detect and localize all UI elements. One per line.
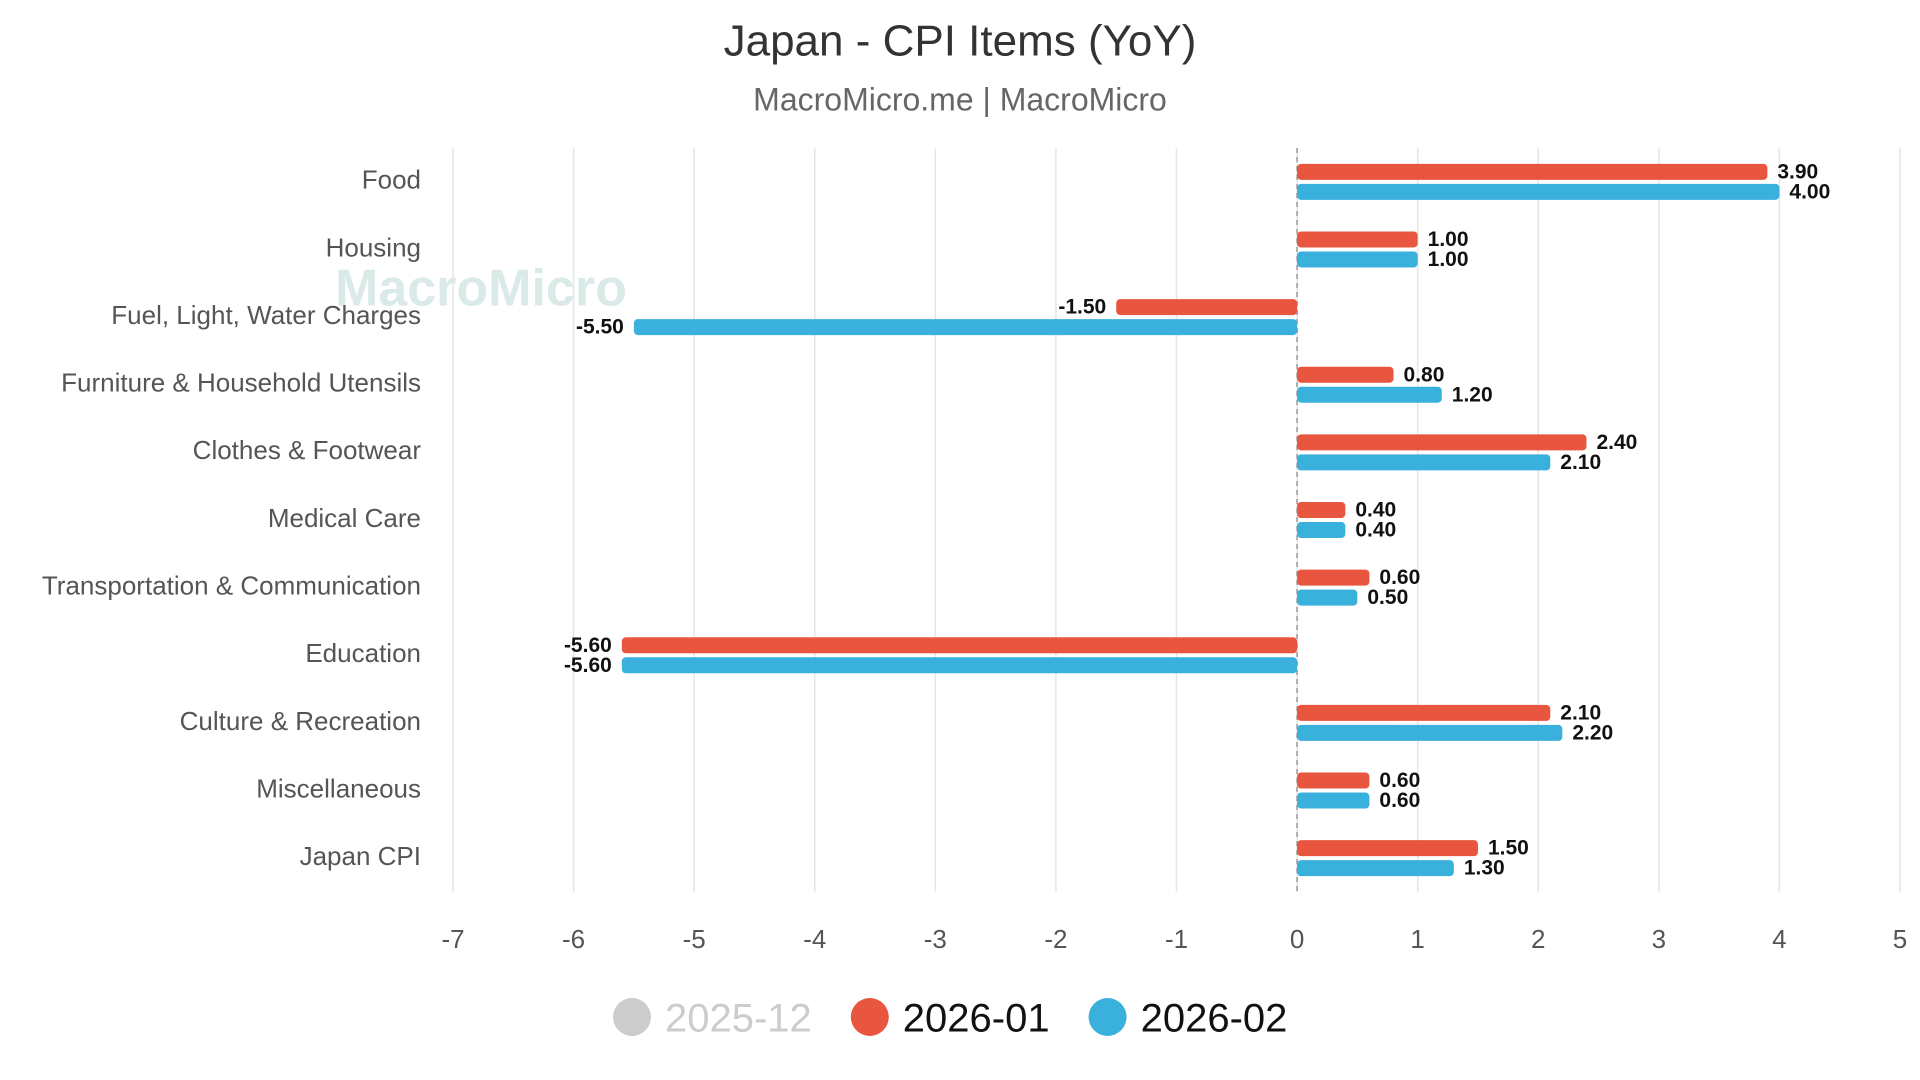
bar [1297, 502, 1346, 518]
x-tick-label: -3 [924, 924, 947, 954]
value-label: 3.90 [1777, 160, 1818, 183]
legend-marker [850, 998, 889, 1036]
value-label: 0.50 [1367, 586, 1408, 609]
bar [1297, 454, 1551, 471]
value-label: 0.60 [1379, 789, 1420, 812]
category-label: Transportation & Communication [42, 571, 421, 601]
bar [1297, 704, 1551, 721]
x-tick-label: -2 [1044, 924, 1067, 954]
value-label: 2.10 [1560, 451, 1601, 474]
x-tick-label: 4 [1772, 924, 1786, 954]
value-label: -1.50 [1058, 296, 1106, 319]
value-label: 2.10 [1560, 701, 1601, 724]
bar [621, 637, 1298, 654]
value-label: 1.00 [1428, 228, 1469, 251]
bar [1297, 434, 1587, 451]
x-tick-label: -5 [683, 924, 706, 954]
x-tick-label: 0 [1290, 924, 1304, 954]
chart-title: Japan - CPI Items (YoY) [724, 17, 1197, 66]
value-label: -5.50 [576, 316, 624, 339]
value-label: 4.00 [1789, 180, 1830, 203]
bar [1297, 386, 1442, 403]
category-label: Education [305, 638, 421, 668]
value-label: 0.80 [1404, 363, 1445, 386]
x-tick-label: 3 [1652, 924, 1666, 954]
value-label: 0.60 [1379, 769, 1420, 792]
value-label: 1.50 [1488, 837, 1529, 860]
x-tick-label: -7 [441, 924, 464, 954]
category-label: Culture & Recreation [180, 706, 421, 736]
bar [1297, 840, 1478, 857]
value-label: 0.60 [1379, 566, 1420, 589]
bar [621, 657, 1298, 674]
bar [1297, 366, 1394, 383]
bar [1297, 183, 1780, 200]
category-label: Medical Care [268, 503, 421, 533]
x-tick-label: 5 [1893, 924, 1907, 954]
value-label: 0.40 [1355, 499, 1396, 522]
bar [1297, 231, 1418, 248]
value-label: -5.60 [564, 634, 612, 657]
value-label: -5.60 [564, 654, 612, 677]
category-label: Fuel, Light, Water Charges [111, 300, 421, 330]
watermark: MacroMicro [335, 260, 627, 318]
category-label: Miscellaneous [256, 773, 421, 803]
x-tick-label: -6 [562, 924, 585, 954]
bar [1297, 569, 1370, 586]
value-label: 2.40 [1596, 431, 1637, 454]
bar [1297, 772, 1370, 789]
x-tick-label: 1 [1410, 924, 1424, 954]
bar [1297, 860, 1454, 877]
value-label: 1.20 [1452, 383, 1493, 406]
bar [1297, 522, 1346, 538]
bar [1297, 251, 1418, 268]
category-label: Clothes & Footwear [193, 435, 422, 465]
category-label: Furniture & Household Utensils [61, 368, 421, 398]
x-tick-label: 2 [1531, 924, 1545, 954]
legend-label: 2026-02 [1141, 997, 1288, 1041]
value-label: 1.30 [1464, 857, 1505, 880]
x-tick-label: -4 [803, 924, 826, 954]
legend-label: 2025-12 [665, 997, 812, 1041]
bar [1297, 589, 1358, 606]
value-label: 0.40 [1355, 519, 1396, 542]
chart-subtitle: MacroMicro.me | MacroMicro [753, 81, 1167, 117]
category-label: Japan CPI [300, 841, 421, 871]
category-label: Food [362, 165, 421, 195]
legend-marker [1088, 998, 1127, 1036]
bar [1116, 299, 1298, 316]
value-label: 2.20 [1572, 721, 1613, 744]
value-label: 1.00 [1428, 248, 1469, 271]
legend-marker [613, 998, 651, 1036]
x-tick-label: -1 [1165, 924, 1188, 954]
bar [1297, 724, 1563, 741]
bar [633, 319, 1298, 336]
bar [1297, 792, 1370, 809]
bar [1297, 163, 1768, 180]
category-label: Housing [326, 232, 421, 262]
legend-label: 2026-01 [903, 997, 1050, 1041]
